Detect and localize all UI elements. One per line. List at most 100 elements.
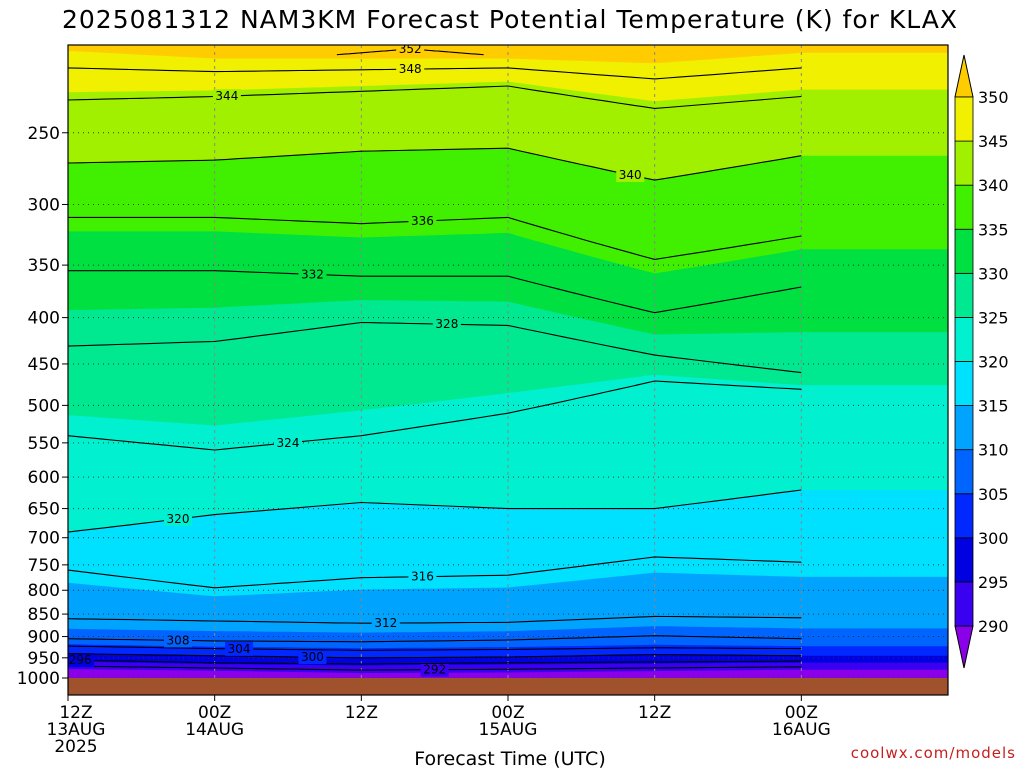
x-axis-label: Forecast Time (UTC) <box>414 748 605 768</box>
isentrope-label-bg <box>420 662 449 677</box>
isentrope-label-bg <box>408 569 437 584</box>
plot-area: 292 296 300 304 308 312 316 320 324 328 332 336 340 3… <box>67 42 949 696</box>
pressure-tick-label: 500 <box>28 396 60 416</box>
time-tick-label: 12Z <box>345 703 378 723</box>
isentropes: 292 296 300 304 308 312 316 320 324 328 332 336 340 3… <box>68 42 802 677</box>
colorbar-tick-label: 330 <box>978 264 1009 283</box>
colorbar-tick-label: 340 <box>978 176 1009 195</box>
pressure-tick-label: 250 <box>28 124 60 144</box>
isentrope-label-bg <box>396 45 425 56</box>
isentrope-label: 292 <box>423 663 446 677</box>
colorbar-segment <box>954 449 974 495</box>
colorbar-segment <box>954 228 974 274</box>
pressure-tick-label: 750 <box>28 556 60 576</box>
colorbar-segment <box>954 140 974 186</box>
colorbar-upper-arrow <box>954 54 974 98</box>
isentrope-label: 340 <box>619 168 642 182</box>
isentrope-label-bg <box>164 633 192 648</box>
pressure-tick-label: 800 <box>28 581 60 601</box>
isentrope-label-bg <box>164 512 192 527</box>
pressure-tick-label: 650 <box>28 500 60 520</box>
colorbar-tick-label: 320 <box>978 353 1009 372</box>
time-tick-label: 00Z <box>491 703 524 723</box>
time-tick-label: 00Z <box>785 703 818 723</box>
pressure-tick-label: 300 <box>28 195 60 215</box>
isentrope-label-bg <box>274 435 302 450</box>
isentrope-label-bg <box>408 214 437 229</box>
pressure-axis: 250 300 350 400 450 500 550 600 650 700 750 800 850 9… <box>17 124 68 689</box>
pressure-tick-label: 550 <box>28 434 60 454</box>
colorbar-segment <box>954 184 974 230</box>
isentrope-304 <box>68 645 802 651</box>
isentrope-label-bg <box>298 267 327 282</box>
colorbar-tick-label: 295 <box>978 573 1009 592</box>
colorbar-segment <box>954 272 974 318</box>
shading-bands <box>68 45 948 678</box>
isentrope-332 <box>68 270 802 314</box>
isentrope-label-bg <box>432 317 461 332</box>
isentrope-label: 336 <box>411 214 434 228</box>
colorbar-segment <box>954 317 974 362</box>
pressure-tick-label: 950 <box>28 649 60 669</box>
colorbar-tick-label: 325 <box>978 308 1009 327</box>
time-tick-label: 15AUG <box>479 720 538 740</box>
isentrope-312 <box>68 615 802 624</box>
isentrope-label: 352 <box>399 42 422 56</box>
isentrope-label-bg <box>616 167 645 182</box>
isentrope-label: 332 <box>301 267 324 281</box>
pressure-tick-label: 1000 <box>17 669 60 689</box>
colorbar-segment <box>954 537 974 583</box>
isentrope-label: 312 <box>374 616 397 630</box>
pressure-tick-label: 450 <box>28 355 60 375</box>
colorbar-lower-arrow <box>954 625 974 669</box>
pressure-tick-label: 900 <box>28 628 60 648</box>
isentrope-label: 344 <box>215 89 238 103</box>
isentrope-340 <box>68 147 802 181</box>
colorbar-tick-label: 345 <box>978 132 1009 151</box>
colorbar: 290 295 300 305 310 315 320 325 330 335 340 345 350 <box>954 54 1009 669</box>
isentrope-label: 308 <box>167 633 190 647</box>
isentrope-label-bg <box>371 616 400 631</box>
isentrope-324 <box>68 380 802 451</box>
isentrope-label: 324 <box>277 436 300 450</box>
colorbar-segment <box>954 96 974 142</box>
pressure-tick-label: 600 <box>28 468 60 488</box>
credit-text: coolwx.com/models <box>851 744 1016 762</box>
ground-strip <box>68 678 948 695</box>
isentrope-label: 316 <box>411 570 434 584</box>
isentrope-300 <box>68 653 802 659</box>
colorbar-tick-label: 315 <box>978 397 1009 416</box>
isentrope-296 <box>68 659 802 665</box>
isentrope-label-bg <box>298 650 327 665</box>
isentrope-344 <box>68 85 802 109</box>
isentrope-label-bg <box>68 653 95 668</box>
colorbar-tick-label: 300 <box>978 529 1009 548</box>
colorbar-tick-label: 310 <box>978 441 1009 460</box>
colorbar-segment <box>954 405 974 451</box>
colorbar-segment <box>954 581 974 627</box>
isentrope-label-bg <box>212 89 241 104</box>
colorbar-segment <box>954 493 974 539</box>
isentrope-348 <box>68 67 802 80</box>
time-tick-label: 16AUG <box>772 720 831 740</box>
pressure-tick-label: 400 <box>28 309 60 329</box>
pressure-tick-label: 350 <box>28 256 60 276</box>
time-tick-label: 14AUG <box>185 720 244 740</box>
colorbar-tick-label: 350 <box>978 88 1009 107</box>
time-tick-label: 12Z <box>638 703 671 723</box>
time-tick-label: 00Z <box>198 703 231 723</box>
colorbar-tick-label: 335 <box>978 220 1009 239</box>
isentrope-label-bg <box>225 641 254 656</box>
isentrope-label: 328 <box>435 317 458 331</box>
colorbar-tick-label: 290 <box>978 617 1009 636</box>
isentrope-label: 348 <box>399 62 422 76</box>
time-tick-label: 13AUG <box>47 720 106 740</box>
colorbar-tick-label: 305 <box>978 485 1009 504</box>
pressure-tick-label: 850 <box>28 605 60 625</box>
isentrope-label: 300 <box>301 650 324 664</box>
isentrope-label-bg <box>396 62 425 77</box>
isentrope-label: 320 <box>167 512 190 526</box>
isentrope-label: 304 <box>228 642 251 656</box>
